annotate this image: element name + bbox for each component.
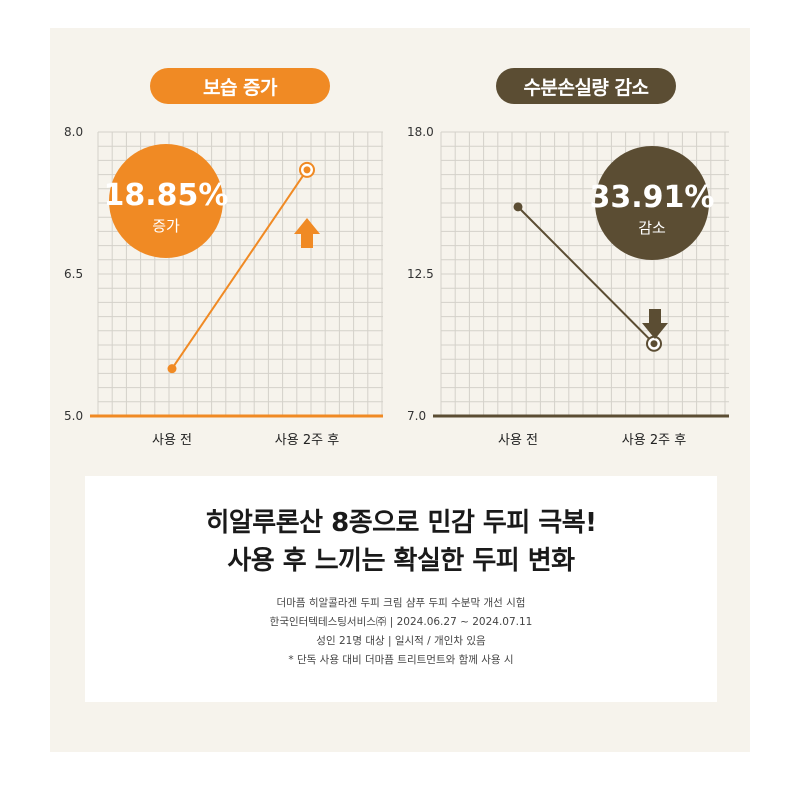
summary-card: 히알루론산 8종으로 민감 두피 극복! 사용 후 느끼는 확실한 두피 변화 … bbox=[85, 476, 717, 702]
up-arrow-icon bbox=[294, 218, 320, 248]
down-arrow-icon bbox=[642, 309, 668, 339]
note-test-lab: 한국인터텍테스팅서비스㈜ | 2024.06.27 ~ 2024.07.11 bbox=[269, 616, 533, 628]
x-category-label: 사용 전 bbox=[498, 433, 538, 448]
y-tick-label: 5.0 bbox=[64, 409, 83, 423]
y-tick-label: 8.0 bbox=[64, 125, 83, 139]
note-subjects: 성인 21명 대상 | 일시적 / 개인차 있음 bbox=[316, 635, 486, 647]
result-badge bbox=[595, 146, 709, 260]
x-category-label: 사용 2주 후 bbox=[622, 433, 686, 448]
moisture-increase-title: 보습 증가 bbox=[150, 68, 330, 104]
x-category-label: 사용 2주 후 bbox=[275, 433, 339, 448]
result-badge bbox=[109, 144, 223, 258]
x-category-label: 사용 전 bbox=[152, 433, 192, 448]
data-point-before bbox=[167, 364, 177, 374]
result-badge-value: 33.91% bbox=[590, 180, 715, 215]
data-point-after bbox=[650, 340, 658, 348]
note-condition: * 단독 사용 대비 더마픔 트리트먼트와 함께 사용 시 bbox=[288, 654, 514, 666]
water-loss-decrease-title: 수분손실량 감소 bbox=[496, 68, 676, 104]
headline-secondary: 사용 후 느끼는 확실한 두피 변화 bbox=[227, 546, 575, 576]
y-tick-label: 7.0 bbox=[407, 409, 426, 423]
series-line bbox=[517, 206, 655, 345]
result-badge-value: 18.85% bbox=[104, 178, 229, 213]
data-point-before bbox=[513, 202, 523, 212]
headline-primary: 히알루론산 8종으로 민감 두피 극복! bbox=[205, 508, 597, 538]
result-badge-label: 감소 bbox=[638, 219, 666, 237]
note-test-name: 더마픔 히알콜라겐 두피 크림 샴푸 두피 수분막 개선 시험 bbox=[276, 597, 526, 609]
data-point-after bbox=[303, 166, 311, 174]
test-notes: 더마픔 히알콜라겐 두피 크림 샴푸 두피 수분막 개선 시험 한국인터텍테스팅… bbox=[85, 594, 717, 670]
y-tick-label: 18.0 bbox=[407, 125, 434, 139]
result-badge-label: 증가 bbox=[152, 217, 180, 235]
y-tick-label: 6.5 bbox=[64, 267, 83, 281]
y-tick-label: 12.5 bbox=[407, 267, 434, 281]
series-line bbox=[171, 169, 308, 370]
